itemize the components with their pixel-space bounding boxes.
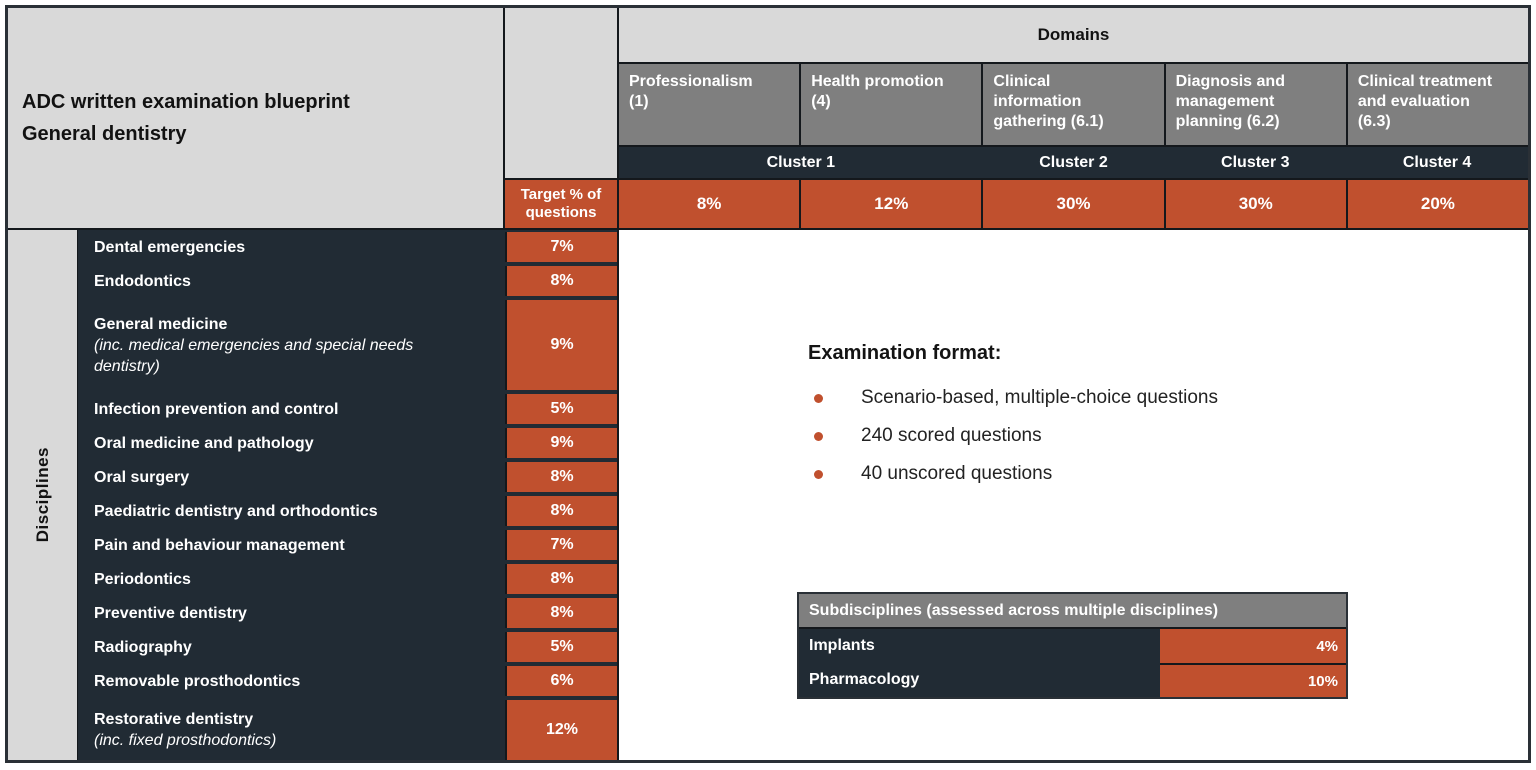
disciplines-label: Disciplines [32,447,52,543]
exam-format-heading: Examination format: [808,342,1002,364]
spacer-cell [503,8,617,178]
discipline-name: Preventive dentistry [94,604,247,622]
table-row: Restorative dentistry (inc. fixed prostho… [78,698,617,762]
domain-name-row: Professionalism (1) Health promotion (4)… [617,62,1529,145]
page-title: ADC written examination blueprint [22,91,350,113]
discipline-name: Dental emergencies [94,238,246,256]
list-item: 40 unscored questions [808,455,1218,493]
discipline-name: Oral surgery [94,468,190,486]
discipline-pct: 8% [505,564,617,594]
domain-cell-health-promotion: Health promotion (4) [799,64,982,145]
discipline-name: General medicine [94,315,228,333]
table-row: Pharmacology 10% [799,663,1346,697]
domain-pct-3: 30% [981,180,1164,228]
domain-cell-professionalism: Professionalism (1) [619,64,800,145]
table-row: Dental emergencies 7% [78,230,617,264]
disciplines-table: Dental emergencies 7% Endodontics 8% Gen… [78,228,617,760]
bullet-icon [814,431,823,441]
discipline-pct: 8% [505,496,617,526]
title-block: ADC written examination blueprint Genera… [8,8,503,228]
discipline-name: Endodontics [94,272,191,290]
domain-pct-2: 12% [799,180,982,228]
domain-cell-clinical-treatment-evaluation: Clinical treatment and evaluation (6.3) [1345,64,1529,145]
discipline-pct: 8% [505,266,617,296]
table-row: Implants 4% [799,629,1346,663]
exam-format-section: Examination format: Scenario-based, mult… [808,342,1218,493]
discipline-note: (inc. fixed prosthodontics) [94,732,277,749]
discipline-pct: 5% [505,632,617,662]
table-row: Preventive dentistry 8% [78,596,617,630]
table-row: Endodontics 8% [78,264,617,298]
cluster-1: Cluster 1 [766,153,836,171]
discipline-name: Removable prosthodontics [94,672,301,690]
discipline-pct: 6% [505,666,617,696]
list-item: Scenario-based, multiple-choice question… [808,379,1218,417]
discipline-pct: 9% [505,300,617,390]
discipline-name: Pain and behaviour management [94,536,345,554]
cluster-2: Cluster 2 [1039,153,1108,171]
discipline-name: Infection prevention and control [94,400,339,418]
table-row: Oral medicine and pathology 9% [78,426,617,460]
bullet-text: 240 scored questions [861,425,1042,446]
disciplines-label-column: Disciplines [8,228,78,760]
discipline-pct: 7% [505,232,617,262]
discipline-note: (inc. medical emergencies and special ne… [94,336,414,375]
table-row: General medicine (inc. medical emergencie… [78,298,617,392]
table-row: Removable prosthodontics 6% [78,664,617,698]
discipline-pct: 5% [505,394,617,424]
discipline-pct: 12% [505,700,617,760]
subdisciplines-header: Subdisciplines (assessed across multiple… [799,594,1346,629]
table-row: Radiography 5% [78,630,617,664]
domain-cell-clinical-information-gathering: Clinical information gathering (6.1) [981,64,1164,145]
discipline-name: Oral medicine and pathology [94,434,314,452]
bullet-text: 40 unscored questions [861,463,1053,484]
table-row: Oral surgery 8% [78,460,617,494]
bullet-icon [814,393,823,403]
subdiscipline-name: Implants [809,637,875,654]
bullet-text: Scenario-based, multiple-choice question… [861,387,1218,408]
discipline-pct: 8% [505,462,617,492]
table-row: Paediatric dentistry and orthodontics 8% [78,494,617,528]
subdisciplines-table: Subdisciplines (assessed across multiple… [797,592,1348,699]
page-subtitle: General dentistry [22,123,187,145]
subdiscipline-pct: 4% [1160,629,1346,663]
target-percent-header: Target % of questions [503,178,617,228]
discipline-name: Restorative dentistry [94,711,254,728]
exam-format-list: Scenario-based, multiple-choice question… [808,379,1218,493]
cluster-row: Cluster 1 Cluster 2 Cluster 3 Cluster 4 [617,145,1528,178]
subdiscipline-name: Pharmacology [809,671,920,688]
discipline-pct: 8% [505,598,617,628]
bullet-icon [814,469,823,479]
table-row: Periodontics 8% [78,562,617,596]
discipline-name: Paediatric dentistry and orthodontics [94,502,378,520]
domain-cell-diagnosis-management-planning: Diagnosis and management planning (6.2) [1163,64,1346,145]
discipline-pct: 9% [505,428,617,458]
domain-pct-1: 8% [619,180,800,228]
table-row: Pain and behaviour management 7% [78,528,617,562]
discipline-name: Radiography [94,638,192,656]
list-item: 240 scored questions [808,417,1218,455]
subdiscipline-pct: 10% [1160,663,1346,697]
domains-header: Domains [617,8,1528,62]
discipline-name: Periodontics [94,570,191,588]
discipline-pct: 7% [505,530,617,560]
cluster-3: Cluster 3 [1221,153,1290,171]
domain-percentages-row: 8% 12% 30% 30% 20% [617,178,1529,228]
domain-pct-5: 20% [1345,180,1529,228]
table-row: Infection prevention and control 5% [78,392,617,426]
cluster-4: Cluster 4 [1402,153,1472,171]
domain-pct-4: 30% [1163,180,1346,228]
